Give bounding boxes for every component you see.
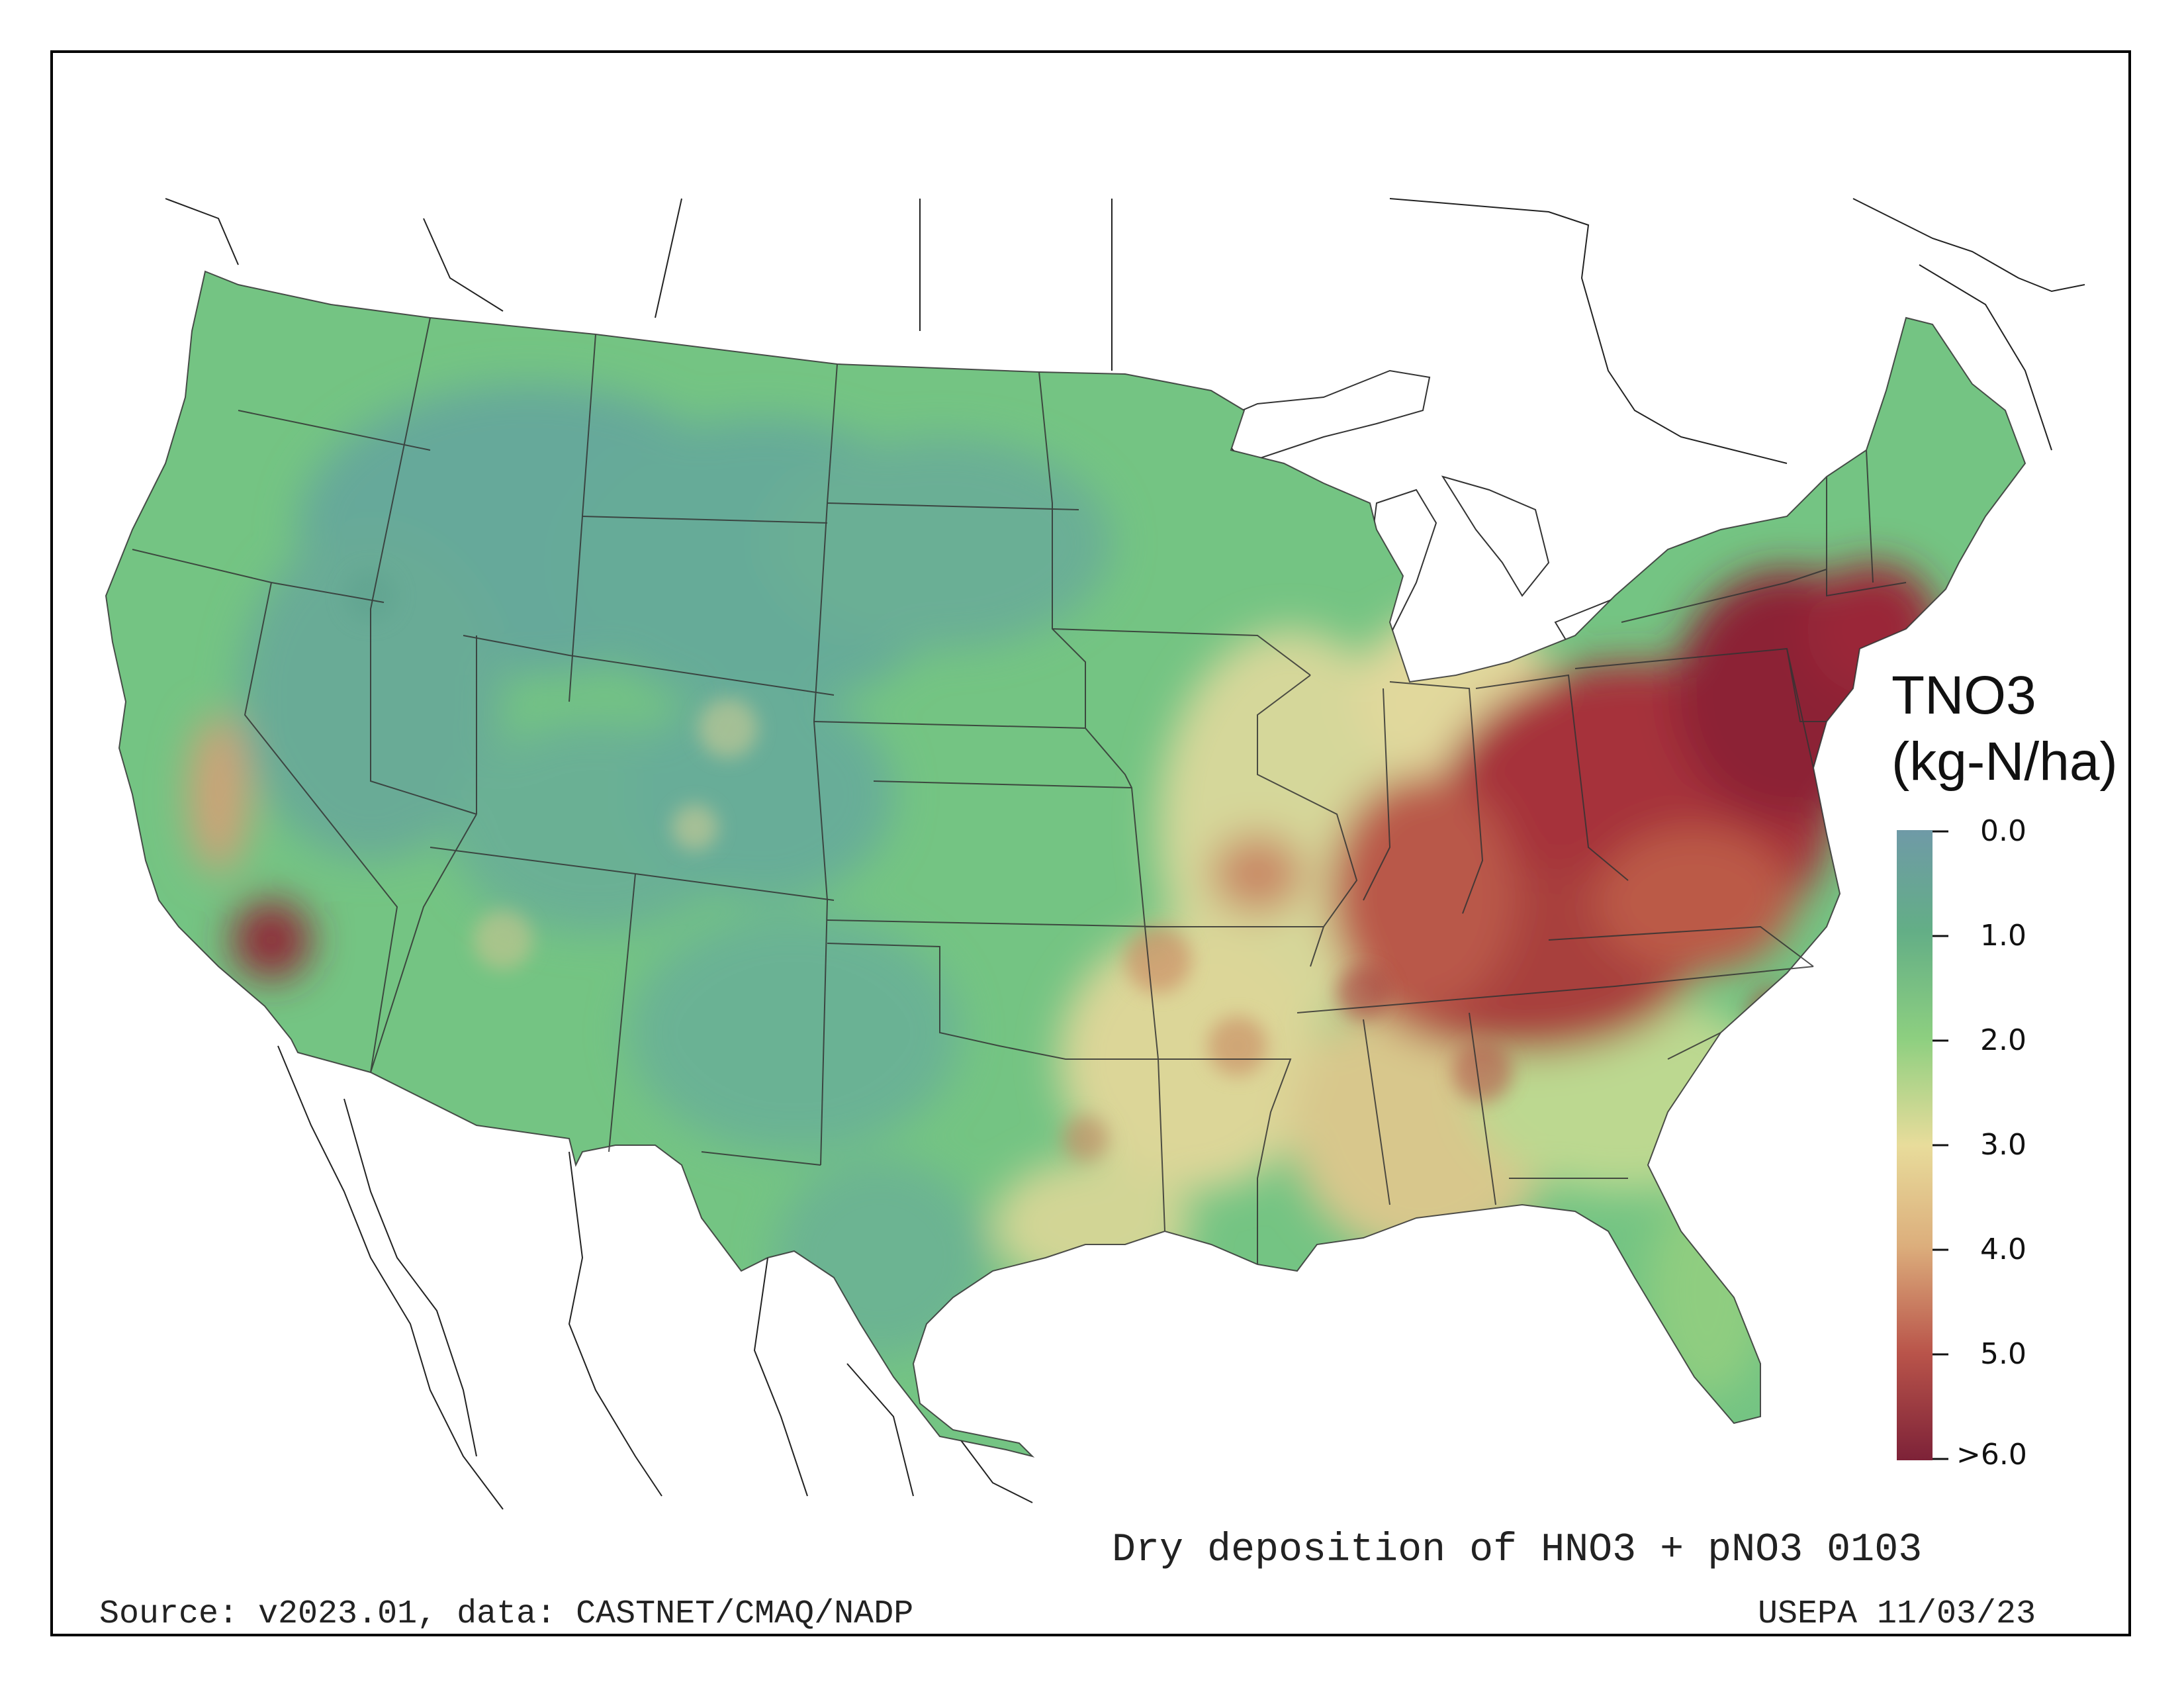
legend-ticks (1933, 830, 1948, 1460)
legend-tick-label: 2.0 (1980, 1023, 2026, 1057)
legend-colorbar (1897, 830, 1933, 1460)
legend-tick-label: 5.0 (1980, 1337, 2026, 1371)
map-frame (50, 50, 2131, 1636)
legend-tick-label: >6.0 (1956, 1438, 2027, 1472)
source-credit: Source: v2023.01, data: CASTNET/CMAQ/NAD… (99, 1595, 914, 1633)
legend-tick-label: 4.0 (1980, 1233, 2026, 1266)
legend-title-line2: (kg-N/ha) (1891, 731, 2118, 792)
legend-tick-label: 3.0 (1980, 1128, 2026, 1162)
deposition-field (106, 271, 2025, 1456)
agency-date: USEPA 11/03/23 (1758, 1595, 2036, 1633)
neighboring-countries (165, 198, 2085, 1510)
map-title: Dry deposition of HNO3 + pNO3 0103 (1112, 1528, 1923, 1573)
legend-tick-label: 1.0 (1980, 919, 2026, 953)
legend-title-line1: TNO3 (1891, 665, 2036, 726)
state-boundaries (105, 270, 2026, 1458)
legend-tick-label: 0.0 (1980, 814, 2026, 848)
